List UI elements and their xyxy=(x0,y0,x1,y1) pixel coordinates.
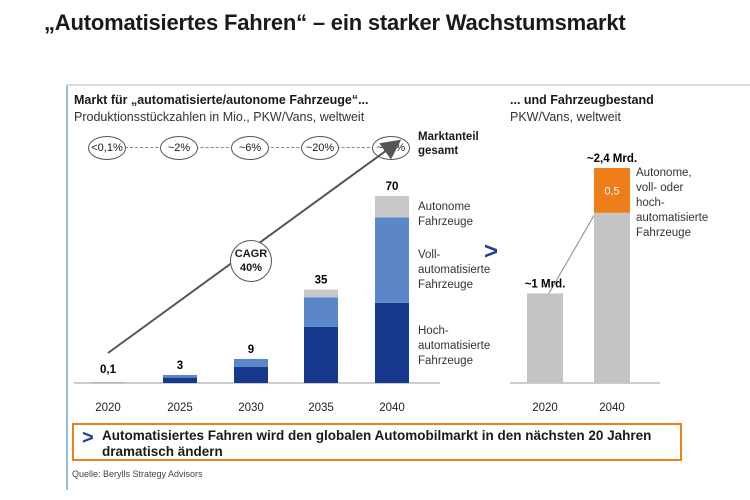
cagr-line1: CAGR xyxy=(234,248,268,260)
legend-voll-line1: Voll- xyxy=(418,249,441,261)
bar-2035-hoch xyxy=(304,326,338,383)
right-subheading: PKW/Vans, weltweit xyxy=(510,110,621,124)
market-share-label-line1: Marktanteil xyxy=(418,131,479,143)
market-share-label: Marktanteil gesamt xyxy=(418,130,479,158)
legend-stock-line2: voll- oder xyxy=(636,182,684,194)
bar-total-label-2020: 0,1 xyxy=(100,364,117,376)
stock-inner-label: 0,5 xyxy=(604,185,619,197)
stock-total-label-2040: ~2,4 Mrd. xyxy=(587,153,637,165)
stock-connector xyxy=(547,211,597,296)
bar-total-label-2040: 70 xyxy=(386,181,399,193)
legend-stock-line4: automatisierte xyxy=(636,212,709,224)
x-tick-2040: 2040 xyxy=(379,402,405,414)
legend-voll-line3: Fahrzeuge xyxy=(418,279,473,291)
x-tick-2035: 2035 xyxy=(308,402,334,414)
stock-bar-2020-base xyxy=(527,293,563,383)
market-share-2035: ~20% xyxy=(301,136,339,160)
bar-2030-voll xyxy=(234,358,268,367)
bar-total-label-2030: 9 xyxy=(248,344,254,356)
legend-hoch-line3: Fahrzeuge xyxy=(418,355,473,367)
legend-hoch-line1: Hoch- xyxy=(418,325,449,337)
left-heading: Markt für „automatisierte/autonome Fahrz… xyxy=(74,93,369,107)
bar-total-label-2035: 35 xyxy=(315,275,328,287)
stock-x-tick-2040: 2040 xyxy=(599,402,625,414)
right-bar-group: ~1 Mrd. 2020 0,5 ~2,4 Mrd. 2040 xyxy=(525,153,637,414)
stock-bar-2040-base xyxy=(594,212,630,383)
bar-total-label-2025: 3 xyxy=(177,360,183,372)
left-bar-group: 0,1 2020 3 2025 9 2030 35 2035 70 2040 xyxy=(91,181,409,414)
conclusion-text: Automatisiertes Fahren wird den globalen… xyxy=(102,428,652,459)
page-title: „Automatisiertes Fahren“ – ein starker W… xyxy=(44,10,626,35)
legend-autonome-line1: Autonome xyxy=(418,201,471,213)
bar-2040-voll xyxy=(375,217,409,303)
frame-top-border xyxy=(66,84,750,86)
legend-autonome-line2: Fahrzeuge xyxy=(418,216,473,228)
bar-2025-voll xyxy=(163,374,197,378)
legend-stock-line5: Fahrzeuge xyxy=(636,227,691,239)
legend-voll: Voll- automatisierte Fahrzeuge xyxy=(418,248,490,293)
bar-2035-autonome xyxy=(304,289,338,298)
cagr-badge: CAGR 40% xyxy=(230,240,272,282)
stock-bar-2040-auto xyxy=(594,168,630,213)
chevron-right-icon: > xyxy=(82,427,94,449)
conclusion-banner: > Automatisiertes Fahren wird den global… xyxy=(72,423,682,461)
legend-hoch-line2: automatisierte xyxy=(418,340,491,352)
bar-2040-hoch xyxy=(375,302,409,383)
stock-x-tick-2020: 2020 xyxy=(532,402,558,414)
legend-stock-auto: Autonome, voll- oder hoch- automatisiert… xyxy=(636,166,708,241)
bar-2040-autonome xyxy=(375,196,409,218)
legend-stock-line3: hoch- xyxy=(636,197,665,209)
stock-total-label-2020: ~1 Mrd. xyxy=(525,278,566,290)
bar-2035-voll xyxy=(304,297,338,327)
legend-voll-line2: automatisierte xyxy=(418,264,491,276)
source-note: Quelle: Berylls Strategy Advisors xyxy=(72,469,203,479)
cagr-line2: 40% xyxy=(239,262,263,274)
frame-left-border xyxy=(66,84,68,490)
market-share-2020: <0,1% xyxy=(88,136,126,160)
market-share-label-line2: gesamt xyxy=(418,145,459,157)
bar-2030-hoch xyxy=(234,366,268,383)
right-heading: ... und Fahrzeugbestand xyxy=(510,93,654,107)
legend-hoch: Hoch- automatisierte Fahrzeuge xyxy=(418,324,490,369)
legend-stock-line1: Autonome, xyxy=(636,167,692,179)
legend-autonome: Autonome Fahrzeuge xyxy=(418,200,473,230)
x-tick-2030: 2030 xyxy=(238,402,264,414)
market-share-2030: ~6% xyxy=(231,136,269,160)
bar-2025-hoch xyxy=(163,377,197,383)
x-tick-2020: 2020 xyxy=(95,402,121,414)
market-share-2025: ~2% xyxy=(160,136,198,160)
x-tick-2025: 2025 xyxy=(167,402,193,414)
chevron-right-icon: > xyxy=(484,238,499,265)
left-subheading: Produktionsstückzahlen in Mio., PKW/Vans… xyxy=(74,110,365,124)
